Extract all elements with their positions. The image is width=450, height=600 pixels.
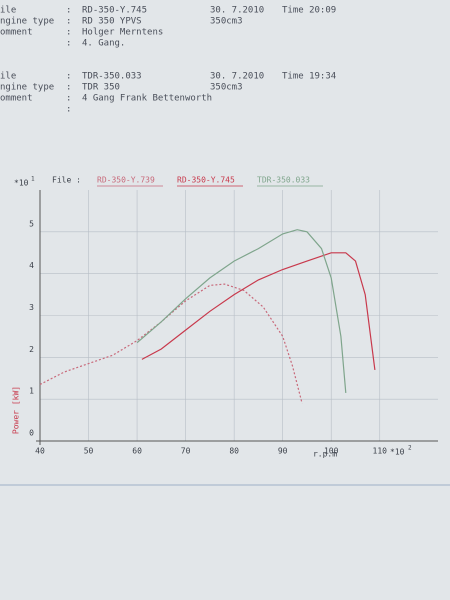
- y-tick-label: 1: [29, 387, 34, 396]
- x-tick-label: 40: [35, 447, 45, 456]
- field-value: TDR-350.033: [82, 72, 142, 82]
- power-curve: [141, 252, 376, 370]
- field-date: 30. 7.2010: [210, 72, 264, 82]
- field-label: ngine type: [0, 83, 54, 93]
- x-tick-label: 110: [373, 447, 388, 456]
- legend-entry: TDR-350.033: [257, 176, 310, 185]
- separator: :: [66, 83, 71, 93]
- separator: :: [66, 72, 71, 82]
- x-tick-label: 50: [84, 447, 94, 456]
- x-tick-label: 100: [324, 447, 339, 456]
- y-tick-label: 5: [29, 219, 34, 228]
- y-axis-label: Power [kW]: [12, 386, 21, 434]
- field-value: RD-350-Y.745: [82, 6, 147, 16]
- field-value: Holger Merntens: [82, 28, 163, 38]
- field-value: RD 350 YPVS: [82, 17, 142, 27]
- power-curve: [39, 283, 303, 404]
- field-date: 350cm3: [210, 17, 243, 27]
- field-label: omment: [0, 28, 33, 38]
- y-tick-label: 3: [29, 303, 34, 312]
- separator: :: [66, 94, 71, 104]
- field-label: ile: [0, 72, 16, 82]
- field-value: 4 Gang Frank Bettenworth: [82, 94, 212, 104]
- field-value: 4. Gang.: [82, 39, 125, 49]
- separator: :: [66, 105, 71, 115]
- field-value: TDR 350: [82, 83, 120, 93]
- y-tick-label: 2: [29, 345, 34, 354]
- x-tick-label: 90: [278, 447, 288, 456]
- legend-title: File :: [52, 176, 81, 185]
- field-label: omment: [0, 94, 33, 104]
- y-tick-label: 0: [29, 429, 34, 438]
- x-tick-label: 80: [229, 447, 239, 456]
- field-label: ile: [0, 6, 16, 16]
- separator: :: [66, 28, 71, 38]
- field-time: Time 20:09: [282, 6, 336, 16]
- x-axis-label: r.p.m: [313, 450, 337, 459]
- x-tick-label: 60: [132, 447, 142, 456]
- power-curve: [136, 229, 347, 393]
- x-scale: *10: [390, 448, 405, 457]
- y-scale: *10: [14, 179, 29, 188]
- separator: :: [66, 6, 71, 16]
- field-label: ngine type: [0, 17, 54, 27]
- x-scale-exp: 2: [408, 445, 412, 452]
- legend-entry: RD-350-Y.739: [97, 176, 155, 185]
- field-time: Time 19:34: [282, 72, 336, 82]
- field-date: 350cm3: [210, 83, 243, 93]
- separator: :: [66, 39, 71, 49]
- x-tick-label: 70: [181, 447, 191, 456]
- separator: :: [66, 17, 71, 27]
- y-scale-exp: 1: [31, 176, 35, 183]
- legend-entry: RD-350-Y.745: [177, 176, 235, 185]
- y-tick-label: 4: [29, 261, 34, 270]
- field-date: 30. 7.2010: [210, 6, 264, 16]
